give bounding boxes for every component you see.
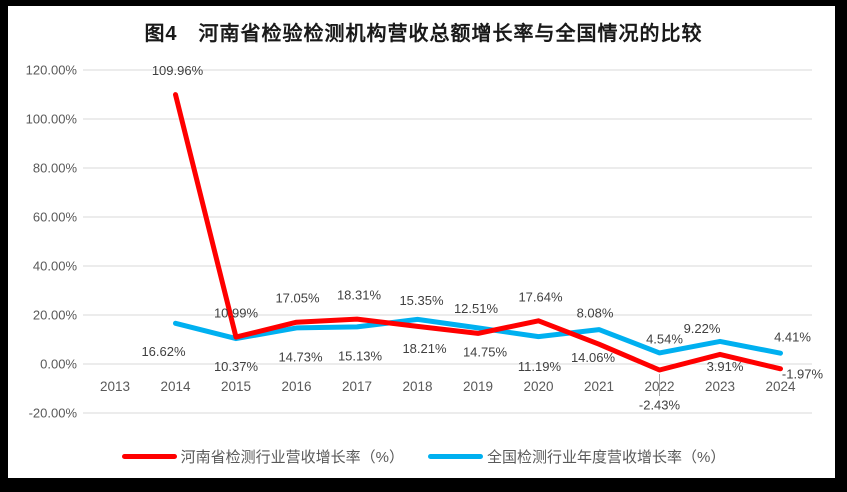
data-point-label: 9.22%: [684, 321, 721, 336]
data-point-label: 4.41%: [774, 330, 811, 345]
data-point-label: 8.08%: [577, 306, 614, 321]
x-axis-tick-label: 2016: [281, 379, 311, 394]
legend-label-henan: 河南省检测行业营收增长率（%）: [180, 449, 404, 466]
y-axis-tick-label: 60.00%: [33, 210, 78, 225]
x-axis-tick-label: 2024: [765, 379, 796, 394]
data-point-label: 14.75%: [463, 344, 508, 359]
legend-label-national: 全国检测行业年度营收增长率（%）: [487, 449, 726, 466]
y-axis-tick-label: 20.00%: [33, 308, 78, 323]
y-axis-tick-label: 100.00%: [26, 112, 78, 127]
y-axis-tick-label: 40.00%: [33, 259, 78, 274]
y-axis-tick-label: 120.00%: [26, 63, 78, 78]
data-point-label: 16.62%: [141, 344, 186, 359]
chart-title: 图4 河南省检验检测机构营收总额增长率与全国情况的比较: [144, 23, 703, 45]
data-point-label: 10.37%: [214, 359, 259, 374]
chart-background: [8, 6, 835, 478]
data-point-label: 15.35%: [399, 293, 444, 308]
data-point-label: 14.73%: [278, 349, 323, 364]
x-axis-tick-label: 2017: [342, 379, 372, 394]
y-axis-tick-label: 80.00%: [33, 161, 78, 176]
data-point-label: -1.97%: [782, 366, 824, 381]
y-axis-tick-label: 0.00%: [40, 357, 77, 372]
data-point-label: 4.54%: [646, 331, 683, 346]
data-point-label: 109.96%: [152, 63, 204, 78]
data-point-label: 17.64%: [518, 289, 563, 304]
data-point-label: 10.99%: [214, 306, 259, 321]
legend-item-henan: 河南省检测行业营收增长率（%）: [121, 446, 404, 467]
data-point-label: 15.13%: [338, 348, 383, 363]
data-point-label: 12.51%: [454, 301, 499, 316]
data-point-label: 18.21%: [402, 341, 447, 356]
series-line-henan: [173, 92, 783, 373]
y-axis-tick-label: -20.00%: [29, 406, 78, 421]
x-axis-tick-label: 2020: [523, 379, 553, 394]
x-axis-tick-label: 2014: [160, 379, 191, 394]
national-line-swatch-icon: [428, 454, 483, 459]
data-point-label: 3.91%: [707, 359, 744, 374]
data-point-label: -2.43%: [639, 397, 681, 412]
x-axis-tick-label: 2023: [705, 379, 735, 394]
data-point-label: 18.31%: [337, 288, 382, 303]
data-point-label: 14.06%: [571, 350, 616, 365]
x-axis-tick-label: 2021: [584, 379, 614, 394]
x-axis-tick-label: 2013: [100, 379, 130, 394]
legend-item-national: 全国检测行业年度营收增长率（%）: [428, 446, 725, 467]
series-line-national: [173, 316, 783, 356]
legend: 河南省检测行业营收增长率（%） 全国检测行业年度营收增长率（%）: [0, 446, 847, 467]
data-point-label: 11.19%: [518, 359, 562, 374]
x-axis-tick-label: 2018: [402, 379, 432, 394]
data-point-label: 17.05%: [275, 291, 320, 306]
x-axis-tick-label: 2019: [463, 379, 493, 394]
x-axis-tick-label: 2015: [221, 379, 251, 394]
henan-line-swatch-icon: [121, 454, 177, 459]
